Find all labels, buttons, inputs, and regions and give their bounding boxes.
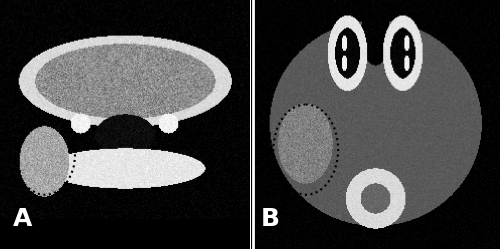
Text: A: A <box>12 206 32 230</box>
Text: B: B <box>261 206 280 230</box>
